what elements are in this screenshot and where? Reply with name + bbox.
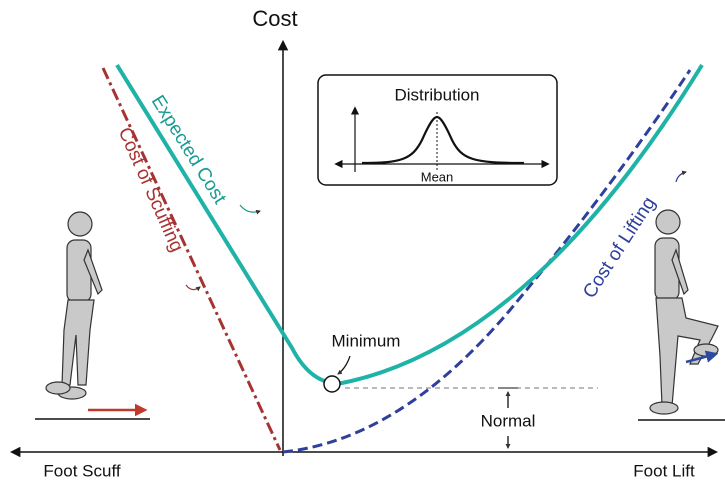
pointer	[186, 285, 200, 290]
walker-right	[650, 210, 718, 414]
x-left-label: Foot Scuff	[43, 461, 120, 480]
diagram: Cost Foot Scuff Foot Lift Expected Cost …	[0, 0, 725, 484]
minimum-point	[324, 376, 340, 392]
pointer	[338, 356, 350, 374]
normal-label: Normal	[481, 411, 536, 430]
inset-title: Distribution	[394, 85, 479, 104]
walker-left	[46, 212, 102, 399]
y-axis-label: Cost	[252, 6, 297, 31]
lifting-label: Cost of Lifting	[579, 193, 660, 302]
minimum-label: Minimum	[332, 331, 401, 350]
pointer	[676, 172, 686, 182]
pointer	[240, 205, 260, 212]
x-right-label: Foot Lift	[633, 461, 695, 480]
inset-x-label: Mean	[421, 169, 454, 184]
